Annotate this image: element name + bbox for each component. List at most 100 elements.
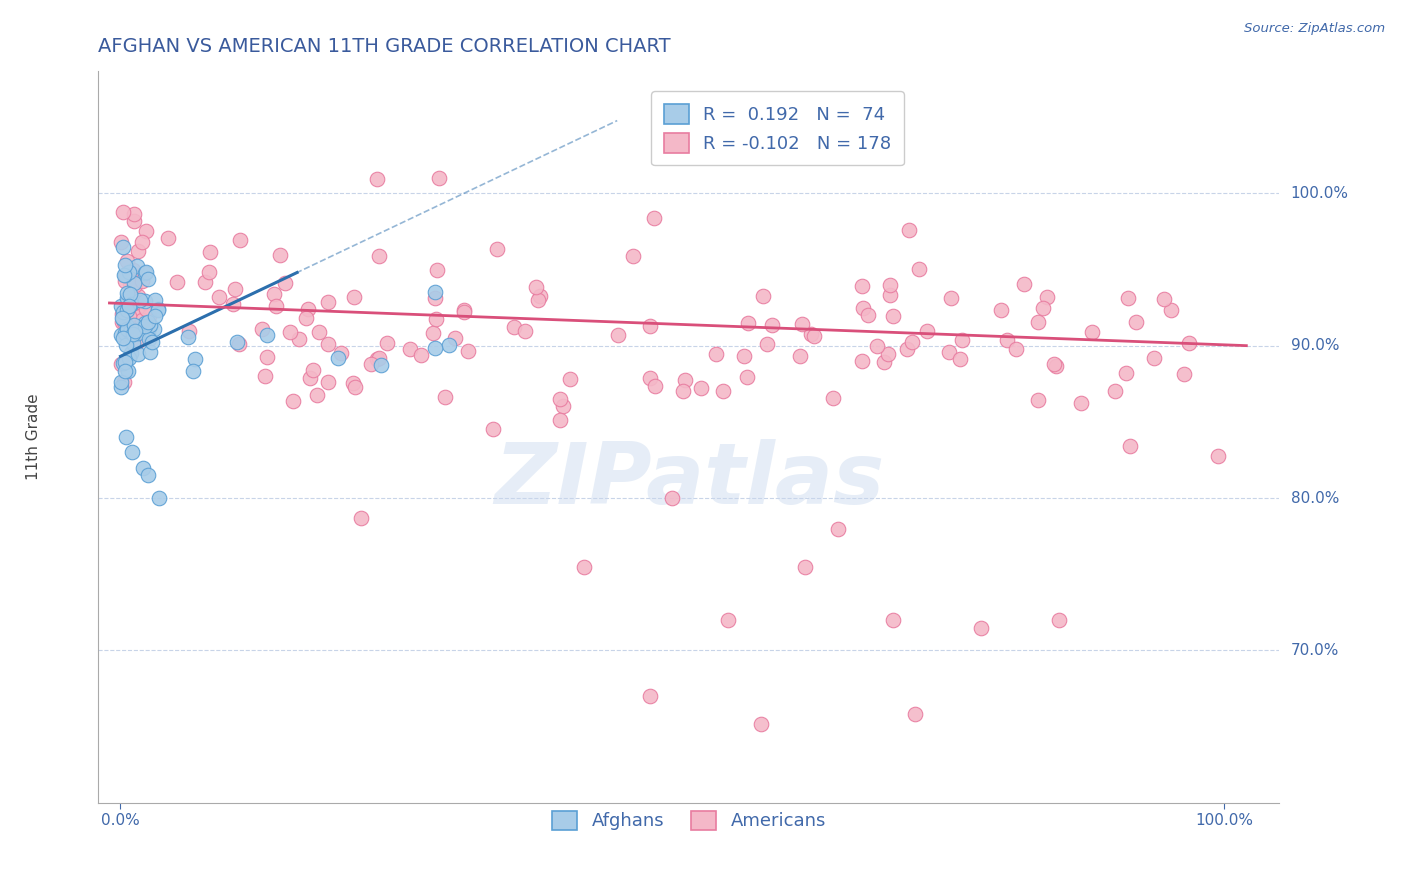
- Point: [737, 316, 759, 330]
- Point: [115, 253, 138, 268]
- Point: [114, 326, 136, 340]
- Point: [638, 318, 661, 333]
- Point: [752, 289, 775, 303]
- Point: [194, 275, 217, 289]
- Point: [524, 280, 547, 294]
- Point: [127, 347, 149, 361]
- Point: [548, 412, 571, 426]
- Point: [146, 302, 169, 317]
- Point: [661, 491, 683, 505]
- Point: [443, 331, 465, 345]
- Point: [1081, 325, 1104, 339]
- Point: [112, 268, 135, 282]
- Point: [115, 318, 138, 333]
- Point: [515, 324, 537, 338]
- Point: [118, 351, 141, 365]
- Point: [183, 364, 205, 378]
- Point: [360, 358, 382, 372]
- Point: [761, 318, 783, 332]
- Point: [852, 301, 875, 315]
- Point: [423, 285, 446, 300]
- Point: [939, 291, 962, 305]
- Point: [120, 296, 142, 310]
- Point: [908, 261, 931, 276]
- Point: [422, 326, 444, 340]
- Point: [120, 297, 142, 311]
- Point: [643, 211, 665, 226]
- Point: [344, 379, 367, 393]
- Point: [326, 351, 349, 365]
- Point: [135, 224, 157, 238]
- Point: [112, 302, 135, 317]
- Point: [308, 325, 330, 339]
- Point: [882, 613, 904, 627]
- Point: [457, 343, 479, 358]
- Point: [138, 319, 160, 334]
- Point: [898, 223, 921, 237]
- Point: [120, 345, 142, 359]
- Point: [281, 394, 304, 409]
- Legend: Afghans, Americans: Afghans, Americans: [544, 804, 834, 838]
- Point: [1012, 277, 1035, 291]
- Point: [638, 371, 661, 385]
- Point: [135, 301, 157, 316]
- Text: 70.0%: 70.0%: [1291, 643, 1339, 658]
- Point: [411, 348, 433, 362]
- Point: [110, 380, 132, 394]
- Point: [121, 445, 143, 459]
- Text: 100.0%: 100.0%: [1291, 186, 1348, 201]
- Point: [917, 324, 939, 338]
- Point: [114, 268, 136, 282]
- Point: [120, 276, 142, 290]
- Point: [252, 321, 274, 335]
- Point: [127, 288, 149, 302]
- Point: [949, 352, 972, 367]
- Point: [114, 364, 136, 378]
- Point: [127, 326, 149, 340]
- Point: [138, 310, 160, 324]
- Point: [1118, 439, 1140, 453]
- Point: [110, 299, 132, 313]
- Point: [136, 323, 159, 337]
- Point: [263, 287, 285, 301]
- Point: [427, 171, 450, 186]
- Point: [114, 355, 136, 369]
- Point: [970, 621, 993, 635]
- Point: [143, 322, 166, 336]
- Point: [305, 388, 328, 402]
- Point: [136, 272, 159, 286]
- Point: [1026, 393, 1049, 408]
- Point: [138, 332, 160, 346]
- Point: [124, 318, 146, 332]
- Point: [148, 301, 170, 316]
- Point: [111, 331, 134, 345]
- Point: [111, 312, 134, 326]
- Point: [112, 205, 135, 219]
- Point: [882, 309, 904, 323]
- Point: [256, 327, 278, 342]
- Point: [453, 303, 475, 318]
- Point: [485, 243, 508, 257]
- Point: [110, 358, 132, 372]
- Point: [131, 274, 153, 288]
- Point: [269, 248, 291, 262]
- Point: [117, 293, 139, 307]
- Point: [375, 336, 398, 351]
- Point: [110, 235, 132, 250]
- Point: [938, 344, 960, 359]
- Point: [122, 327, 145, 342]
- Point: [166, 275, 188, 289]
- Point: [110, 376, 132, 390]
- Point: [115, 326, 138, 340]
- Point: [901, 335, 924, 350]
- Point: [644, 379, 666, 393]
- Point: [851, 279, 873, 293]
- Point: [145, 310, 167, 324]
- Text: 80.0%: 80.0%: [1291, 491, 1339, 506]
- Point: [112, 375, 135, 389]
- Point: [299, 371, 322, 385]
- Point: [112, 315, 135, 329]
- Point: [114, 258, 136, 272]
- Point: [143, 293, 166, 308]
- Point: [228, 336, 250, 351]
